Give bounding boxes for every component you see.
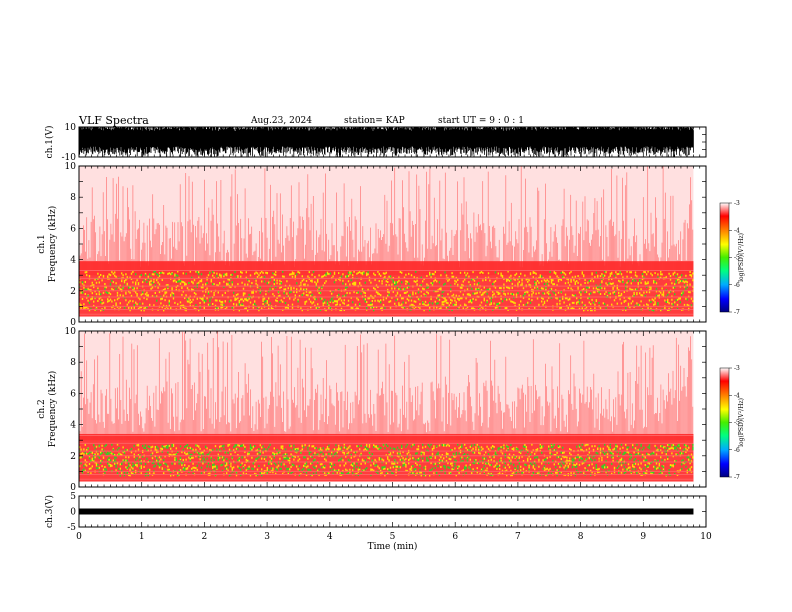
ch3-waveform-trace bbox=[79, 508, 694, 515]
x-tick-label: 0 bbox=[76, 532, 82, 542]
x-tick-label: 9 bbox=[640, 532, 646, 542]
x-tick-label: 5 bbox=[390, 532, 396, 542]
colorbar-tick-label: -4 bbox=[734, 392, 740, 399]
ch2-spectrogram-colorbar: -3 -4 -5 -6 -7 log(PSD)(V²/Hz) bbox=[719, 365, 745, 481]
ch1-spectrogram-colorbar: -3 -4 -5 -6 -7 log(PSD)(V²/Hz) bbox=[719, 200, 745, 316]
y-tick-label: 6 bbox=[70, 389, 76, 399]
x-tick-label: 3 bbox=[264, 532, 270, 542]
x-tick-label: 4 bbox=[327, 532, 333, 542]
colorbar-tick-label: -7 bbox=[734, 474, 740, 481]
colorbar-tick-label: -3 bbox=[734, 365, 740, 372]
ch1-waveform-path bbox=[79, 127, 694, 157]
y-tick-label: 6 bbox=[70, 224, 76, 234]
y-ticks: 5 0 -5 bbox=[67, 492, 706, 533]
x-ticks bbox=[78, 127, 707, 157]
y-tick-label: 8 bbox=[70, 193, 76, 203]
spectrogram-bottom-gap bbox=[79, 316, 694, 322]
y-tick-label: 10 bbox=[65, 162, 77, 172]
ch1-waveform-trace bbox=[79, 127, 694, 157]
x-axis-label: Time (min) bbox=[368, 541, 418, 552]
y-axis-label-line: Frequency (kHz) bbox=[47, 371, 58, 448]
y-axis-label-line: ch.3(V) bbox=[44, 495, 55, 528]
spectrogram-bottom-gap bbox=[79, 481, 694, 487]
y-tick-label: 0 bbox=[70, 318, 76, 328]
spectrogram-green-pixels bbox=[79, 443, 694, 477]
y-tick-label: 4 bbox=[70, 256, 76, 266]
x-ticks bbox=[78, 496, 707, 527]
x-tick-label: 10 bbox=[700, 532, 712, 542]
chart-title: VLF Spectra bbox=[79, 114, 149, 127]
x-tick-label: 2 bbox=[202, 532, 208, 542]
y-ticks: 0 2 4 6 8 10 bbox=[65, 162, 706, 328]
station-label: station= KAP bbox=[344, 116, 405, 126]
y-tick-label: -5 bbox=[67, 523, 76, 533]
start-time-label: start UT = 9 : 0 : 1 bbox=[438, 116, 524, 126]
y-axis-label-line: Frequency (kHz) bbox=[47, 206, 58, 283]
spectrogram-yellow-pixels bbox=[79, 443, 694, 477]
y-tick-label: 2 bbox=[70, 287, 76, 297]
y-tick-label: -10 bbox=[62, 153, 77, 163]
y-ticks: 0 2 4 6 8 10 bbox=[65, 327, 706, 493]
colorbar-tick-label: -6 bbox=[734, 447, 740, 454]
colorbar-label: log(PSD)(V²/Hz) bbox=[738, 233, 745, 282]
colorbar-gradient bbox=[719, 367, 730, 478]
colorbar-tick-label: -6 bbox=[734, 282, 740, 289]
colorbar-tick-label: -5 bbox=[734, 420, 740, 427]
spectrogram-nodata bbox=[693, 331, 706, 487]
x-ticks bbox=[78, 331, 707, 487]
ch1-spectrogram bbox=[79, 166, 706, 322]
y-axis-label-line: ch.2 bbox=[37, 399, 47, 418]
colorbar-tick-label: -4 bbox=[734, 227, 740, 234]
y-tick-label: 10 bbox=[65, 327, 77, 337]
colorbar-tick-label: -5 bbox=[734, 255, 740, 262]
ch2-spectrogram-ylabel: ch.2Frequency (kHz) bbox=[37, 371, 58, 448]
colorbar-label: log(PSD)(V²/Hz) bbox=[738, 398, 745, 447]
y-tick-label: 4 bbox=[70, 421, 76, 431]
spectrogram-band bbox=[79, 433, 694, 487]
spectrogram-band bbox=[79, 261, 694, 322]
y-tick-label: 0 bbox=[70, 483, 76, 493]
y-tick-label: 2 bbox=[70, 452, 76, 462]
y-tick-label: 10 bbox=[65, 123, 77, 133]
x-tick-label: 1 bbox=[139, 532, 145, 542]
y-axis-label-line: ch.1 bbox=[37, 234, 47, 253]
y-axis-label-line: ch.1(V) bbox=[44, 126, 55, 159]
x-tick-label: 8 bbox=[578, 532, 584, 542]
spectrogram-nodata bbox=[693, 166, 706, 322]
colorbar-gradient bbox=[719, 202, 730, 313]
ch2-spectrogram bbox=[79, 331, 706, 487]
x-tick-label: 6 bbox=[452, 532, 458, 542]
spectrogram-yellow-pixels bbox=[79, 270, 694, 312]
ch1-spectrogram-ylabel: ch.1Frequency (kHz) bbox=[37, 206, 58, 283]
colorbar-tick-label: -7 bbox=[734, 309, 740, 316]
y-tick-label: 5 bbox=[70, 492, 76, 502]
colorbar-tick-label: -3 bbox=[734, 200, 740, 207]
y-tick-label: 8 bbox=[70, 358, 76, 368]
x-tick-label: 7 bbox=[515, 532, 521, 542]
x-ticks bbox=[78, 166, 707, 322]
date-label: Aug.23, 2024 bbox=[251, 116, 312, 126]
ch3-waveform-ylabel: ch.3(V) bbox=[44, 495, 55, 528]
y-ticks: 10 -10 bbox=[62, 123, 706, 163]
ch1-waveform-ylabel: ch.1(V) bbox=[44, 126, 55, 159]
y-tick-label: 0 bbox=[70, 508, 76, 518]
